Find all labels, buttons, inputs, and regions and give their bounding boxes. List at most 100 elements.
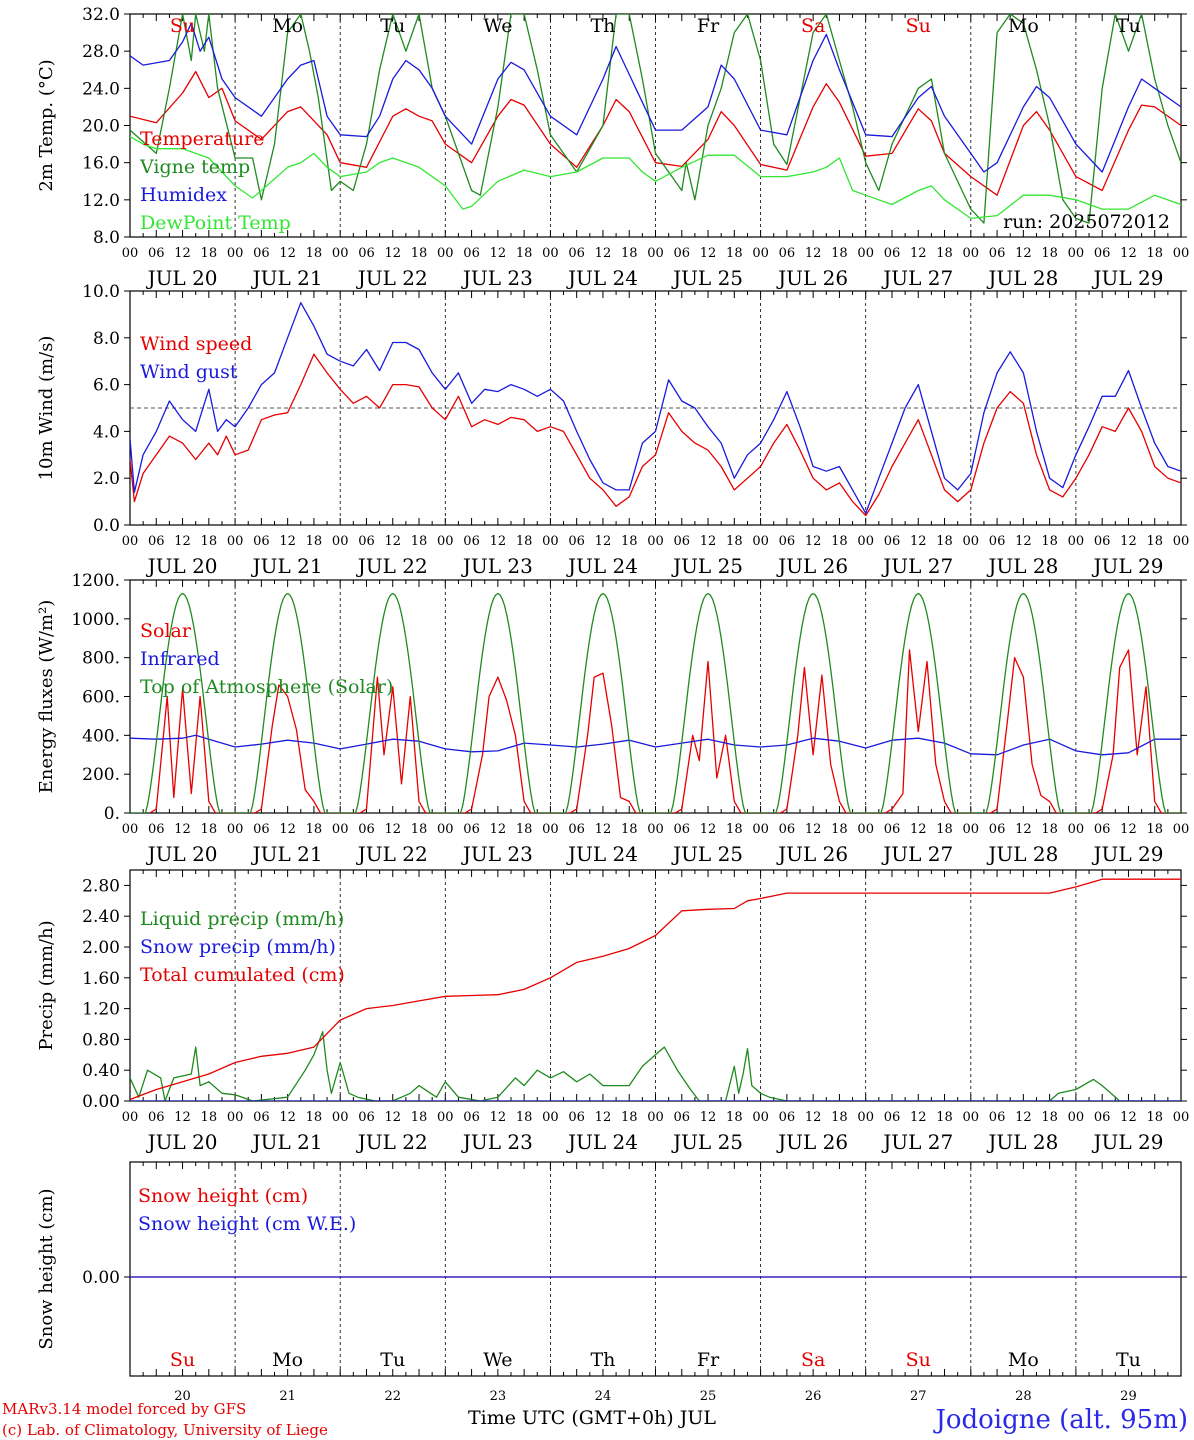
hour-tick-label: 06: [358, 822, 375, 837]
hour-tick-label: 00: [122, 246, 139, 261]
hour-tick-label: 12: [490, 534, 507, 549]
hour-tick-label: 06: [779, 534, 796, 549]
hour-tick-label: 00: [752, 822, 769, 837]
hour-tick-label: 06: [463, 246, 480, 261]
date-label: JUL 29: [1091, 842, 1163, 866]
hour-tick-label: 18: [411, 534, 428, 549]
series-line-temperature: [130, 70, 1181, 196]
hour-tick-label: 18: [516, 246, 533, 261]
hour-tick-label: 18: [516, 822, 533, 837]
hour-tick-label: 06: [884, 1110, 901, 1125]
y-tick-label: 2.00: [82, 938, 120, 958]
series-line-vigne-temp: [130, 14, 1181, 224]
day-number: 27: [910, 1389, 927, 1404]
hour-tick-label: 06: [253, 246, 270, 261]
hour-tick-label: 12: [1120, 246, 1137, 261]
date-label: JUL 22: [356, 266, 428, 290]
hour-tick-label: 06: [463, 822, 480, 837]
hour-tick-label: 06: [1094, 246, 1111, 261]
footer-model: MARv3.14 model forced by GFS: [2, 1400, 246, 1418]
hour-tick-label: 18: [411, 246, 428, 261]
hour-tick-label: 06: [148, 246, 165, 261]
hour-tick-label: 00: [542, 822, 559, 837]
hour-tick-label: 06: [779, 1110, 796, 1125]
y-axis-label: Snow height (cm): [36, 1188, 57, 1349]
hour-tick-label: 00: [227, 534, 244, 549]
panel-4: [124, 869, 1187, 1102]
series-line-liquid-precip-mm-h-: [130, 1031, 1181, 1101]
hour-tick-label: 18: [621, 822, 638, 837]
hour-tick-label: 12: [805, 1110, 822, 1125]
hour-tick-label: 06: [989, 822, 1006, 837]
hour-tick-label: 00: [122, 822, 139, 837]
hour-tick-label: 18: [726, 822, 743, 837]
station-label: Jodoigne (alt. 95m): [932, 1405, 1188, 1435]
date-label: JUL 28: [986, 842, 1058, 866]
hour-tick-label: 00: [857, 246, 874, 261]
x-axis-title: Time UTC (GMT+0h) JUL: [468, 1407, 716, 1429]
hour-tick-label: 12: [1120, 1110, 1137, 1125]
y-tick-label: 0.: [104, 804, 120, 824]
hour-tick-label: 06: [674, 246, 691, 261]
series-group: [130, 14, 1181, 224]
hour-tick-label: 00: [752, 246, 769, 261]
weekday-label-top: Th: [590, 15, 615, 37]
run-label: run: 2025072012: [1003, 211, 1170, 233]
hour-tick-label: 00: [332, 1110, 349, 1125]
hour-tick-label: 12: [384, 1110, 401, 1125]
hour-tick-label: 12: [279, 534, 296, 549]
hour-tick-label: 00: [752, 1110, 769, 1125]
hour-tick-label: 06: [568, 822, 585, 837]
y-axis-label: Precip (mm/h): [36, 920, 57, 1050]
hour-tick-label: 12: [805, 246, 822, 261]
hour-tick-label: 12: [910, 822, 927, 837]
hour-tick-label: 00: [542, 246, 559, 261]
hour-tick-label: 00: [647, 246, 664, 261]
day-number: 29: [1120, 1389, 1137, 1404]
hour-tick-label: 06: [674, 534, 691, 549]
hour-tick-label: 18: [621, 1110, 638, 1125]
y-tick-label: 8.0: [93, 228, 120, 248]
hour-tick-label: 06: [568, 1110, 585, 1125]
weekday-label-bottom: Su: [170, 1349, 195, 1371]
hour-tick-label: 06: [463, 534, 480, 549]
hour-tick-label: 00: [963, 1110, 980, 1125]
date-label: JUL 24: [566, 842, 638, 866]
y-tick-label: 20.0: [82, 117, 120, 137]
legend-entry: Liquid precip (mm/h): [140, 908, 344, 930]
hour-tick-label: 00: [1173, 822, 1190, 837]
series-line-wind-gust: [130, 302, 1181, 514]
y-tick-label: 0.0: [93, 516, 120, 536]
day-number: 28: [1015, 1389, 1032, 1404]
weekday-label-bottom: Su: [906, 1349, 931, 1371]
date-label: JUL 25: [671, 554, 743, 578]
hour-tick-label: 00: [437, 534, 454, 549]
hour-tick-label: 18: [936, 246, 953, 261]
hour-tick-label: 06: [253, 1110, 270, 1125]
hour-tick-label: 00: [1173, 1110, 1190, 1125]
y-tick-label: 200.: [82, 765, 120, 785]
hour-tick-label: 12: [1015, 1110, 1032, 1125]
hour-tick-label: 06: [1094, 534, 1111, 549]
date-label: JUL 26: [776, 266, 848, 290]
date-label: JUL 25: [671, 266, 743, 290]
y-tick-label: 1200.: [71, 571, 120, 591]
hour-tick-label: 18: [936, 822, 953, 837]
hour-tick-label: 06: [358, 1110, 375, 1125]
y-tick-label: 2.40: [82, 907, 120, 927]
day-number: 20: [174, 1389, 191, 1404]
date-label: JUL 21: [251, 842, 323, 866]
series-group: [130, 592, 1181, 813]
y-axis-label: 2m Temp. (°C): [36, 59, 57, 191]
hour-tick-label: 18: [726, 1110, 743, 1125]
hour-tick-label: 18: [411, 822, 428, 837]
date-label: JUL 23: [461, 1130, 533, 1154]
date-label: JUL 22: [356, 1130, 428, 1154]
hour-tick-label: 18: [831, 822, 848, 837]
date-label: JUL 21: [251, 266, 323, 290]
weekday-label-top: Tu: [380, 15, 405, 37]
hour-tick-label: 18: [201, 822, 218, 837]
weekday-label-top: Fr: [697, 15, 720, 37]
hour-tick-label: 00: [542, 534, 559, 549]
day-number: 22: [384, 1389, 401, 1404]
